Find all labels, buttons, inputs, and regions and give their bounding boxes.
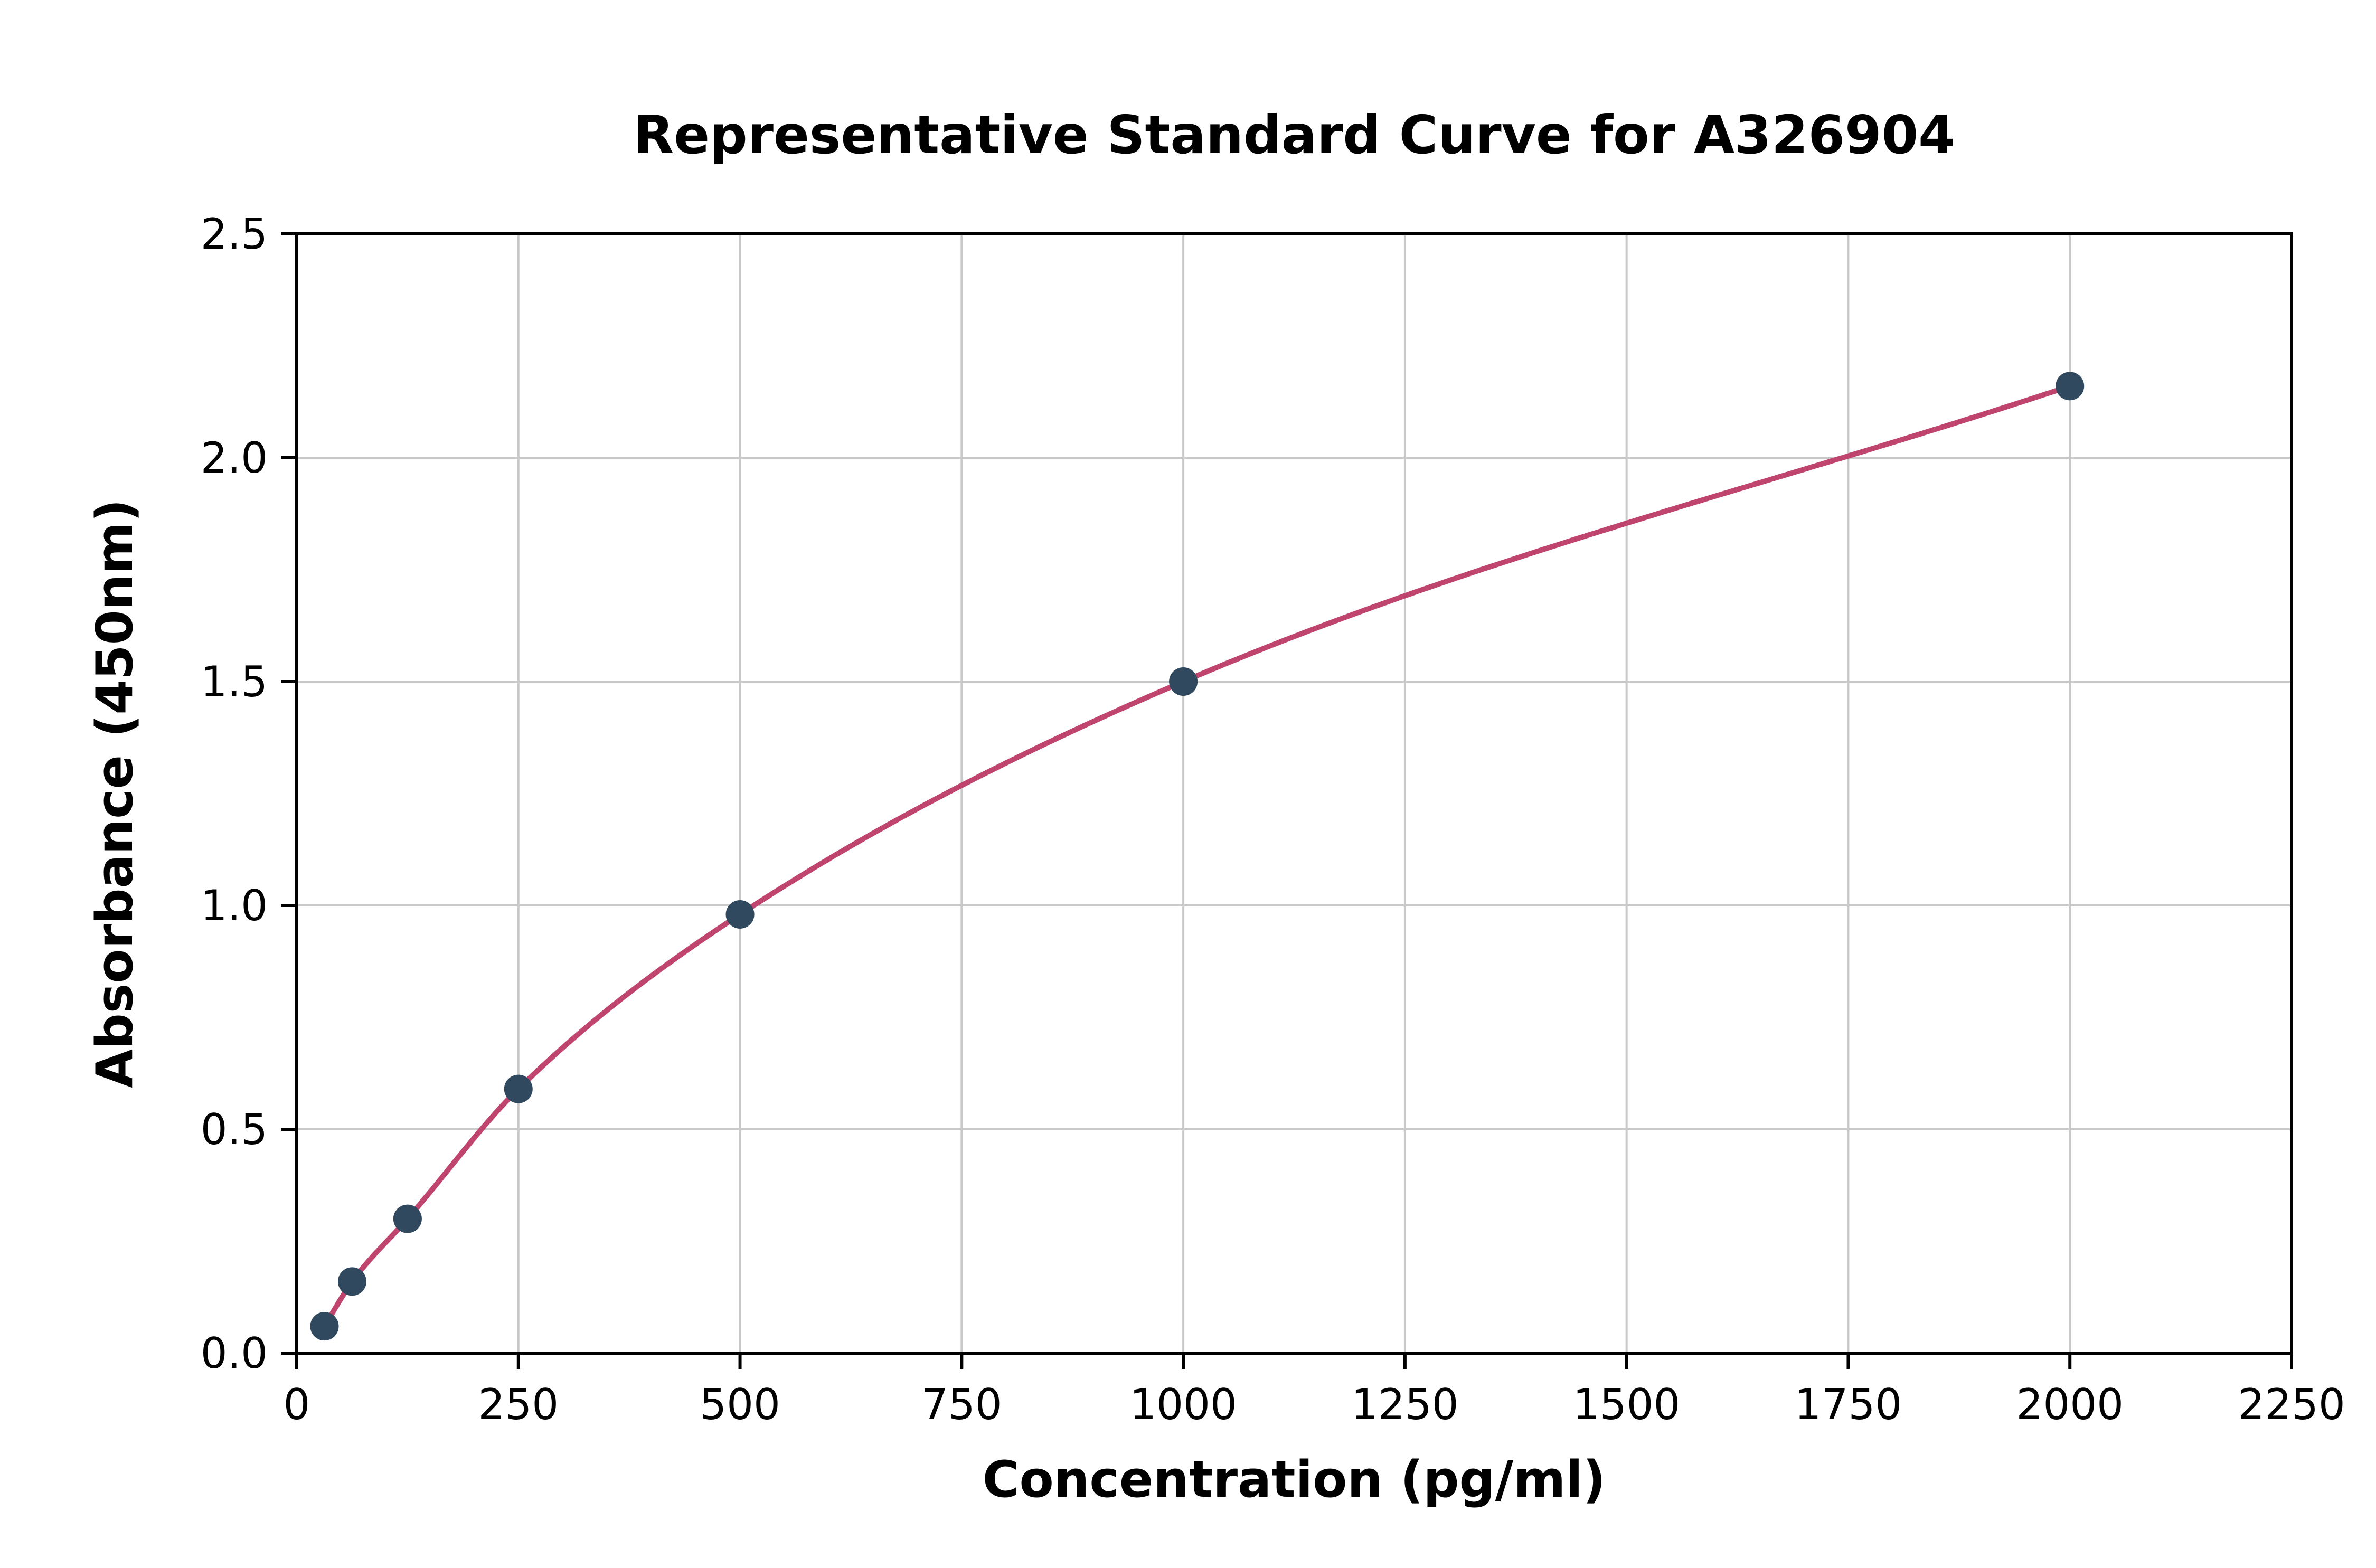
y-tick-label: 1.5 (201, 657, 268, 706)
y-axis-label: Absorbance (450nm) (86, 499, 144, 1088)
x-tick-label: 2250 (2238, 1380, 2345, 1429)
y-tick-label: 2.5 (201, 210, 268, 259)
y-tick-label: 0.0 (201, 1329, 268, 1378)
x-tick-label: 1500 (1573, 1380, 1681, 1429)
data-point (725, 900, 755, 929)
y-tick-label: 2.0 (201, 433, 268, 483)
data-point (310, 1312, 339, 1341)
x-tick-label: 1250 (1351, 1380, 1459, 1429)
x-tick-label: 2000 (2016, 1380, 2124, 1429)
data-point (1169, 667, 1198, 696)
x-tick-label: 250 (478, 1380, 559, 1429)
x-axis-label: Concentration (pg/ml) (983, 1451, 1606, 1509)
axis-ticks: 0 250 500 750 1000 1250 1500 1750 2000 2250 0.0 0.5… (201, 210, 2345, 1429)
y-tick-label: 1.0 (201, 881, 268, 930)
data-point (504, 1074, 533, 1103)
data-point (393, 1204, 422, 1233)
x-tick-label: 500 (700, 1380, 780, 1429)
chart-title: Representative Standard Curve for A32690… (633, 104, 1955, 166)
x-tick-label: 0 (284, 1380, 310, 1429)
grid-lines (296, 233, 2293, 1354)
x-tick-label: 1000 (1129, 1380, 1237, 1429)
fit-curve (322, 383, 2073, 1329)
data-points (310, 372, 2085, 1341)
data-point (2056, 372, 2085, 401)
x-tick-label: 750 (921, 1380, 1002, 1429)
plot-frame (295, 232, 2293, 1355)
y-tick-label: 0.5 (201, 1105, 268, 1154)
x-tick-label: 1750 (1795, 1380, 1902, 1429)
data-point (337, 1267, 366, 1296)
